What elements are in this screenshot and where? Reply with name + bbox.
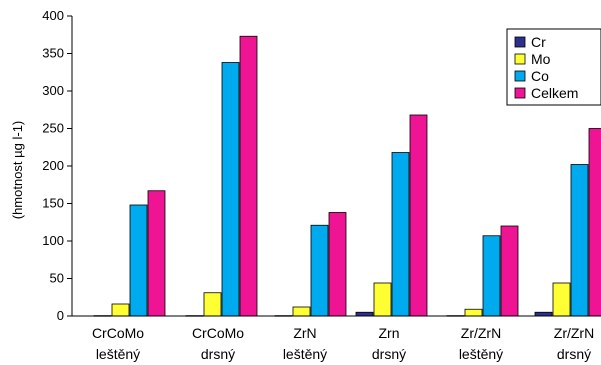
y-tick-label: 150 <box>42 196 64 211</box>
bar-co-5 <box>570 164 589 317</box>
bar-mo-5 <box>552 282 571 317</box>
bar-celkem-1 <box>239 35 258 317</box>
y-tick-label: 50 <box>50 271 64 286</box>
legend-label-co: Co <box>531 68 549 84</box>
bar-co-1 <box>221 62 240 317</box>
legend-swatch-mo <box>514 53 526 65</box>
bar-mo-4 <box>464 308 483 317</box>
y-ticks: 0 50 100 150 200 250 300 350 400 <box>42 8 72 323</box>
bar-cr-5 <box>534 311 553 317</box>
legend-label-mo: Mo <box>531 51 551 67</box>
bar-celkem-0 <box>147 190 166 317</box>
bar-co-0 <box>129 204 148 317</box>
y-tick-label: 300 <box>42 83 64 98</box>
y-tick-label: 100 <box>42 233 64 248</box>
x-category-label: Zrn drsný <box>372 325 406 362</box>
x-category-label: CrCoMo drsný <box>192 325 244 362</box>
y-axis-label: (hmotnost µg l-1) <box>10 121 25 220</box>
legend-swatch-co <box>514 70 526 82</box>
y-tick-label: 350 <box>42 46 64 61</box>
y-tick-label: 0 <box>57 308 64 323</box>
x-category-label: ZrN leštěný <box>283 325 327 362</box>
bar-celkem-5 <box>588 128 601 317</box>
x-category-label: CrCoMo leštěný <box>92 325 144 362</box>
bar-co-3 <box>391 152 410 317</box>
bar-co-4 <box>482 235 501 317</box>
x-category-label: Zr/ZrN drsný <box>554 325 594 362</box>
bar-celkem-3 <box>409 114 428 317</box>
bar-mo-3 <box>373 282 392 317</box>
bar-celkem-2 <box>328 212 347 317</box>
legend-label-cr: Cr <box>531 34 546 50</box>
y-tick-label: 200 <box>42 158 64 173</box>
y-tick-label: 400 <box>42 8 64 23</box>
bar-mo-1 <box>203 292 222 317</box>
legend-label-celkem: Celkem <box>531 85 578 101</box>
bar-mo-0 <box>111 303 130 317</box>
legend-swatch-cr <box>514 36 526 48</box>
bar-co-2 <box>310 224 329 317</box>
bar-mo-2 <box>292 306 311 317</box>
bars-group <box>93 35 601 317</box>
x-category-labels: CrCoMo leštěný CrCoMo drsný ZrN leštěný Zrn drs… <box>92 325 594 362</box>
y-tick-label: 250 <box>42 121 64 136</box>
bar-celkem-4 <box>500 225 519 317</box>
x-category-label: Zr/ZrN leštěný <box>459 325 503 362</box>
bar-cr-3 <box>355 311 374 317</box>
legend-swatch-celkem <box>514 87 526 99</box>
